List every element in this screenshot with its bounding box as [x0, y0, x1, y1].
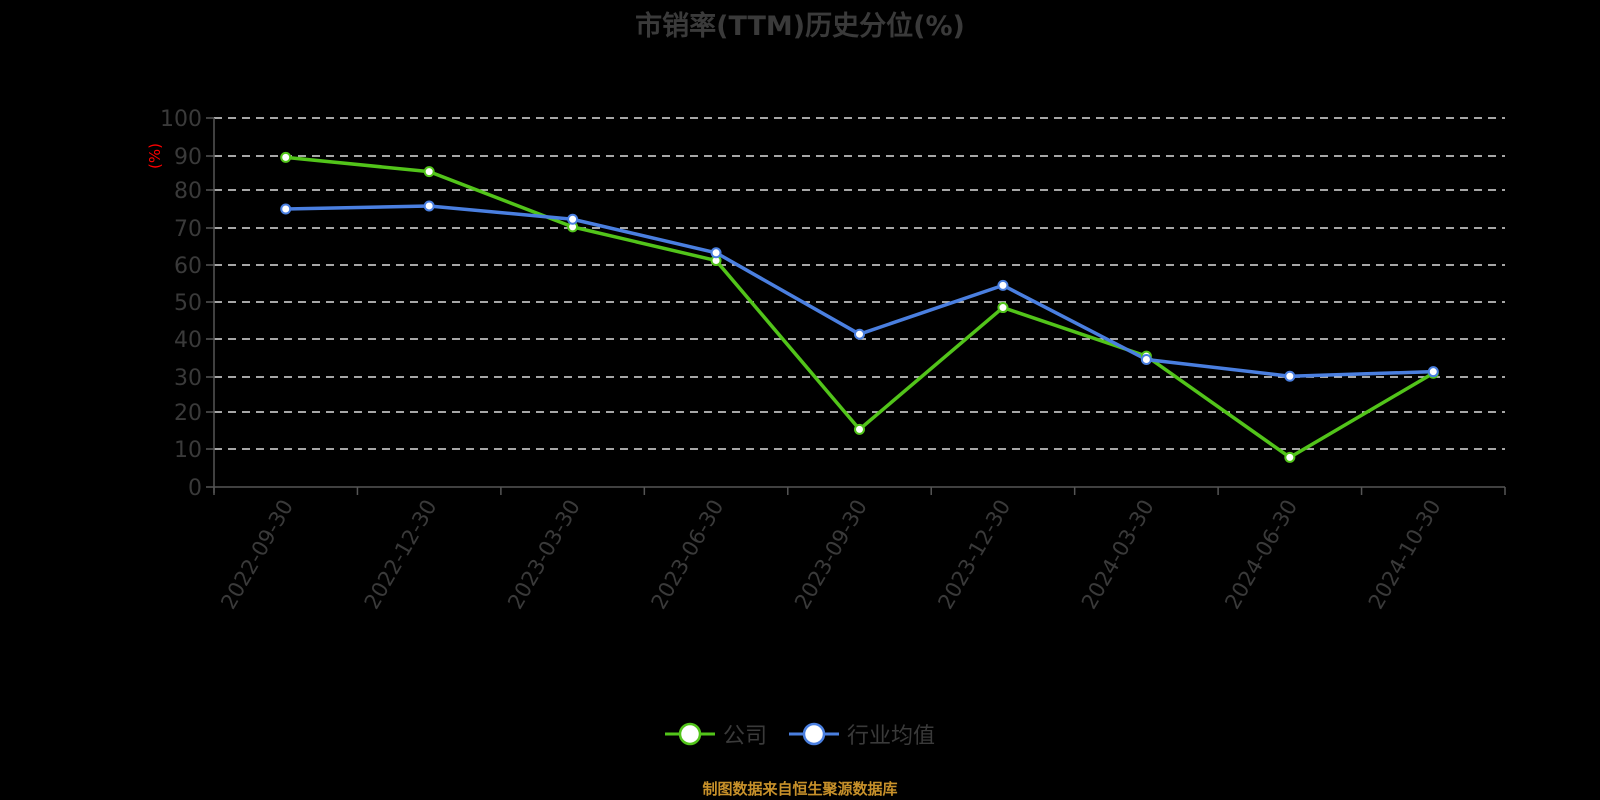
legend-company-marker-icon [664, 722, 715, 746]
legend-label-industry: 行业均值 [847, 724, 936, 749]
industry-data-point[interactable] [567, 213, 579, 225]
y-tick-label: 30 [174, 366, 202, 391]
y-tick-label: 50 [174, 291, 202, 316]
y-tick-label: 100 [160, 107, 202, 132]
legend-item-industry[interactable]: 行业均值 [789, 718, 935, 750]
x-tick-label: 2022-12-30 [360, 495, 442, 613]
company-data-point[interactable] [1284, 451, 1296, 463]
y-tick-label: 40 [174, 328, 202, 353]
y-tick-label: 20 [174, 401, 202, 426]
y-tick-label: 10 [174, 438, 202, 463]
industry-data-point[interactable] [710, 247, 722, 259]
x-axis: 2022-09-30 2022-12-30 2023-03-30 2023-06-30… [213, 486, 1506, 614]
data-source-note: 制图数据来自恒生聚源数据库 [702, 780, 898, 798]
x-tick-label: 2023-09-30 [790, 496, 872, 614]
industry-data-point[interactable] [1427, 366, 1439, 378]
y-tick-label: 0 [188, 476, 202, 501]
industry-data-point[interactable] [280, 203, 292, 215]
industry-data-point[interactable] [423, 200, 435, 212]
industry-data-point[interactable] [1284, 370, 1296, 382]
series-lines [280, 151, 1439, 463]
x-tick-label: 2023-03-30 [503, 496, 585, 614]
x-tick-label: 2023-06-30 [647, 496, 729, 614]
industry-data-point[interactable] [854, 328, 865, 340]
x-tick-label: 2024-03-30 [1077, 496, 1159, 614]
y-tick-label: 90 [174, 145, 202, 170]
y-axis: 0 10 20 30 40 50 60 70 80 90 100 [160, 107, 215, 501]
legend: 公司 行业均值 [0, 718, 1600, 750]
y-axis-label: (%) [146, 143, 164, 169]
gridlines [214, 117, 1505, 450]
chart-title: 市销率(TTM)历史分位(%) [635, 11, 965, 42]
industry-data-point[interactable] [997, 279, 1009, 291]
x-tick-label: 2023-12-30 [933, 496, 1015, 614]
company-data-point[interactable] [280, 151, 292, 163]
y-tick-label: 80 [174, 179, 202, 204]
industry-data-point[interactable] [1140, 354, 1152, 366]
y-tick-label: 60 [174, 254, 202, 279]
legend-industry-marker-icon [789, 722, 839, 746]
x-tick-label: 2024-06-30 [1220, 496, 1302, 614]
x-tick-label: 2022-09-30 [216, 496, 298, 614]
legend-label-company: 公司 [722, 724, 767, 749]
company-data-point[interactable] [997, 302, 1009, 314]
x-tick-label: 2024-10-30 [1364, 496, 1446, 614]
company-data-point[interactable] [423, 166, 435, 178]
company-data-point[interactable] [854, 423, 865, 435]
y-tick-label: 70 [174, 217, 202, 242]
legend-item-company[interactable]: 公司 [664, 718, 767, 750]
industry-line [285, 204, 1434, 378]
